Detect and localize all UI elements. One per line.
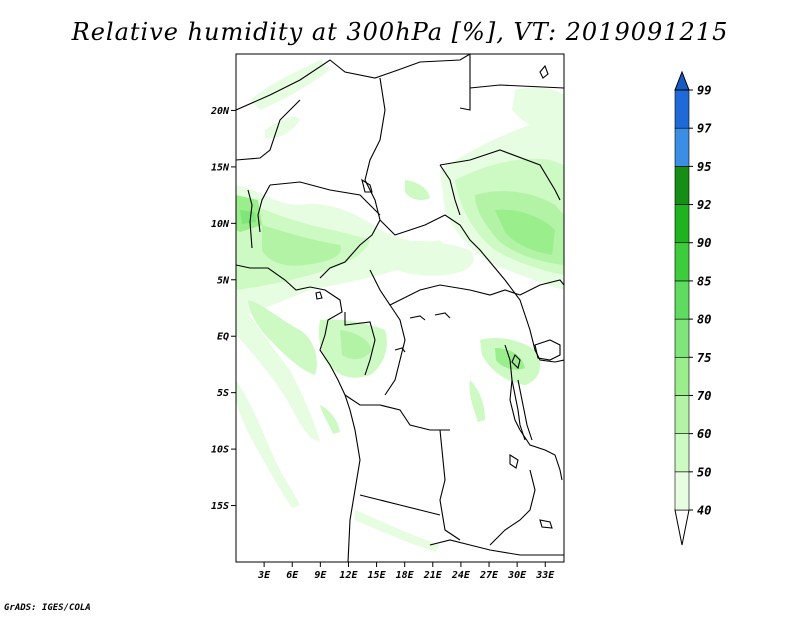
colorbar-segment [674, 280, 690, 320]
longitude-axis: 3E 6E 9E 12E 15E 18E 21E 24E 27E 30E 33E [257, 562, 555, 581]
lon-tick-label: 9E [314, 570, 327, 581]
colorbar-segment [674, 127, 690, 167]
colorbar-label: 85 [697, 274, 711, 288]
colorbar-segment [674, 395, 690, 434]
colorbar-segment [674, 204, 690, 244]
colorbar-label: 97 [697, 122, 712, 136]
lon-tick-label: 24E [451, 570, 471, 581]
lon-tick-label: 30E [507, 570, 527, 581]
lat-tick-label: 15N [211, 162, 230, 173]
colorbar-segment [674, 242, 690, 282]
lat-tick-label: EQ [217, 332, 229, 343]
latitude-axis: 20N 15N 10N 5N EQ 5S 10S 15S [210, 106, 236, 512]
colorbar-label: 75 [697, 351, 711, 365]
colorbar-segment [674, 318, 690, 358]
lon-tick-label: 15E [368, 570, 387, 581]
lon-tick-label: 33E [535, 570, 555, 581]
credit-text: GrADS: IGES/COLA [4, 603, 91, 613]
lat-tick-label: 15S [211, 501, 229, 512]
colorbar-label: 60 [697, 427, 711, 441]
lat-tick-label: 10N [211, 219, 230, 230]
lon-tick-label: 3E [257, 570, 271, 581]
colorbar-segment [674, 433, 690, 473]
lat-tick-label: 5N [217, 275, 230, 286]
lat-tick-label: 5S [217, 388, 229, 399]
colorbar-label: 92 [697, 198, 711, 212]
humidity-field [236, 54, 564, 562]
lon-tick-label: 12E [339, 570, 358, 581]
colorbar-label: 99 [697, 84, 711, 98]
lon-tick-label: 27E [479, 570, 499, 581]
lat-tick-label: 20N [210, 106, 230, 117]
colorbar-label: 80 [697, 313, 711, 327]
colorbar-segment [674, 166, 690, 205]
colorbar-high-triangle [674, 70, 690, 91]
colorbar-label: 70 [697, 389, 711, 403]
lon-tick-label: 18E [396, 570, 415, 581]
lat-tick-label: 10S [211, 445, 229, 456]
colorbar-segment [674, 89, 690, 129]
colorbar: 40 50 60 70 75 80 85 90 92 95 97 99 [674, 70, 712, 546]
lon-tick-label: 6E [286, 570, 299, 581]
lon-tick-label: 21E [423, 570, 443, 581]
colorbar-label: 95 [697, 160, 711, 174]
map-frame [235, 53, 565, 563]
colorbar-segment [674, 471, 690, 511]
colorbar-low-triangle [674, 509, 690, 546]
colorbar-segment [674, 356, 690, 396]
colorbar-label: 40 [697, 504, 711, 518]
colorbar-label: 50 [697, 465, 711, 479]
map-outlines [236, 54, 564, 562]
map-title: Relative humidity at 300hPa [%], VT: 201… [71, 18, 729, 46]
colorbar-label: 90 [697, 236, 711, 250]
